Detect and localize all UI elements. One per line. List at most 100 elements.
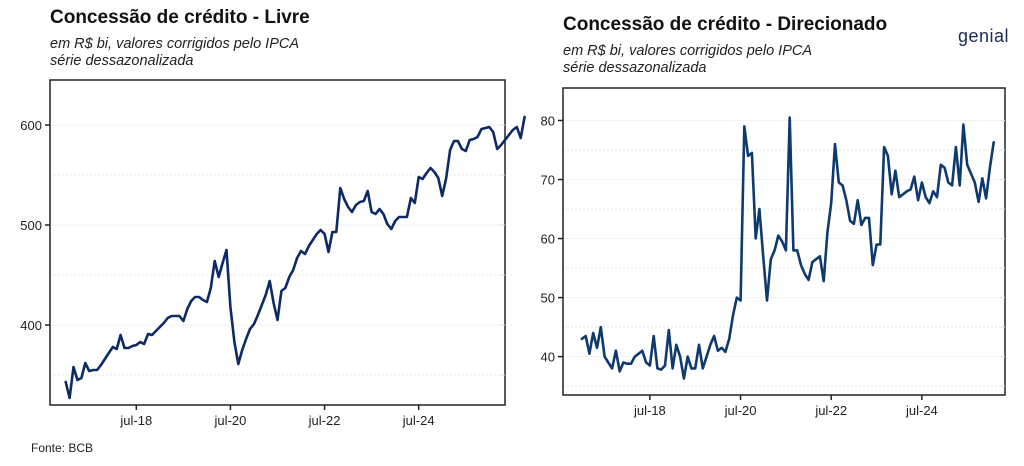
left-x-tick-label: jul-24 bbox=[402, 413, 435, 428]
right-data-point bbox=[694, 368, 696, 370]
left-data-point bbox=[473, 138, 475, 140]
right-chart-title: Concessão de crédito - Direcionado bbox=[563, 14, 888, 35]
right-data-point bbox=[872, 264, 874, 266]
left-data-point bbox=[383, 213, 385, 215]
left-data-point bbox=[292, 269, 294, 271]
left-data-point bbox=[202, 299, 204, 301]
left-data-point bbox=[128, 347, 130, 349]
right-data-point bbox=[793, 250, 795, 252]
right-data-point bbox=[925, 196, 927, 198]
right-data-point bbox=[653, 335, 655, 337]
left-chart-title: Concessão de crédito - Livre bbox=[50, 7, 310, 28]
left-data-point bbox=[355, 204, 357, 206]
right-data-point bbox=[660, 369, 662, 371]
right-data-point bbox=[944, 167, 946, 169]
left-plot-frame bbox=[49, 79, 506, 406]
left-data-point bbox=[508, 134, 510, 136]
left-data-point bbox=[81, 377, 83, 379]
left-data-point bbox=[245, 338, 247, 340]
left-data-point bbox=[179, 315, 181, 317]
left-data-point bbox=[253, 323, 255, 325]
left-data-point bbox=[214, 260, 216, 262]
left-chart: 400 500 600 jul-18 jul-20 jul-22 jul-24 bbox=[20, 79, 526, 428]
right-data-point bbox=[823, 280, 825, 282]
right-data-point bbox=[849, 220, 851, 222]
right-data-point bbox=[989, 167, 991, 169]
right-data-point bbox=[615, 350, 617, 352]
left-data-point bbox=[269, 280, 271, 282]
right-data-point bbox=[721, 347, 723, 349]
left-data-point bbox=[500, 144, 502, 146]
right-data-point bbox=[948, 182, 950, 184]
left-data-point bbox=[520, 137, 522, 139]
left-data-point bbox=[512, 129, 514, 131]
right-chart-subtitle-1: em R$ bi, valores corrigidos pelo IPCA bbox=[563, 43, 813, 59]
right-data-point bbox=[710, 344, 712, 346]
right-data-point bbox=[959, 185, 961, 187]
left-data-point bbox=[281, 290, 283, 292]
left-data-point bbox=[492, 131, 494, 133]
left-data-point bbox=[183, 320, 185, 322]
left-data-point bbox=[96, 369, 98, 371]
right-data-point bbox=[898, 196, 900, 198]
left-data-point bbox=[496, 148, 498, 150]
left-data-point bbox=[489, 126, 491, 128]
right-data-point bbox=[664, 365, 666, 367]
right-plot-frame bbox=[562, 87, 1006, 396]
left-data-point bbox=[285, 287, 287, 289]
left-data-point bbox=[194, 296, 196, 298]
left-data-point bbox=[375, 213, 377, 215]
left-data-point bbox=[445, 177, 447, 179]
left-data-point bbox=[308, 245, 310, 247]
left-data-point bbox=[469, 139, 471, 141]
right-y-tick-label: 80 bbox=[541, 113, 555, 128]
right-data-point bbox=[940, 164, 942, 166]
left-data-point bbox=[457, 140, 459, 142]
right-x-tick-label: jul-18 bbox=[633, 403, 666, 418]
right-data-point bbox=[876, 244, 878, 246]
right-data-point bbox=[868, 217, 870, 219]
left-data-point bbox=[132, 345, 134, 347]
left-chart-subtitle-1: em R$ bi, valores corrigidos pelo IPCA bbox=[50, 36, 300, 52]
left-data-point bbox=[124, 347, 126, 349]
right-data-point bbox=[921, 182, 923, 184]
right-data-point bbox=[985, 198, 987, 200]
right-data-point bbox=[804, 273, 806, 275]
left-data-point bbox=[167, 317, 169, 319]
left-data-point bbox=[69, 397, 71, 399]
right-data-point bbox=[592, 332, 594, 334]
right-data-point bbox=[611, 368, 613, 370]
right-data-point bbox=[585, 335, 587, 337]
left-data-point bbox=[422, 178, 424, 180]
left-data-point bbox=[230, 306, 232, 308]
right-x-tick-label: jul-22 bbox=[814, 403, 847, 418]
left-data-point bbox=[340, 187, 342, 189]
left-data-point bbox=[402, 216, 404, 218]
right-data-point bbox=[789, 117, 791, 119]
left-data-point bbox=[438, 177, 440, 179]
left-data-point bbox=[398, 216, 400, 218]
left-data-point bbox=[316, 233, 318, 235]
right-data-point bbox=[966, 164, 968, 166]
right-data-point bbox=[978, 201, 980, 203]
right-data-point bbox=[725, 351, 727, 353]
left-y-tick-label: 600 bbox=[20, 118, 42, 133]
left-data-point bbox=[261, 304, 263, 306]
left-data-point bbox=[273, 302, 275, 304]
left-data-point bbox=[296, 257, 298, 259]
right-data-point bbox=[740, 300, 742, 302]
left-data-point bbox=[406, 216, 408, 218]
left-data-point bbox=[481, 128, 483, 130]
left-data-point bbox=[418, 176, 420, 178]
right-data-point bbox=[751, 152, 753, 154]
left-data-point bbox=[504, 139, 506, 141]
right-data-point bbox=[819, 255, 821, 257]
left-data-point bbox=[477, 136, 479, 138]
right-data-point bbox=[880, 244, 882, 246]
right-data-point bbox=[619, 371, 621, 373]
left-data-point bbox=[234, 341, 236, 343]
right-data-point bbox=[717, 350, 719, 352]
right-data-point bbox=[676, 344, 678, 346]
right-data-point bbox=[902, 194, 904, 196]
